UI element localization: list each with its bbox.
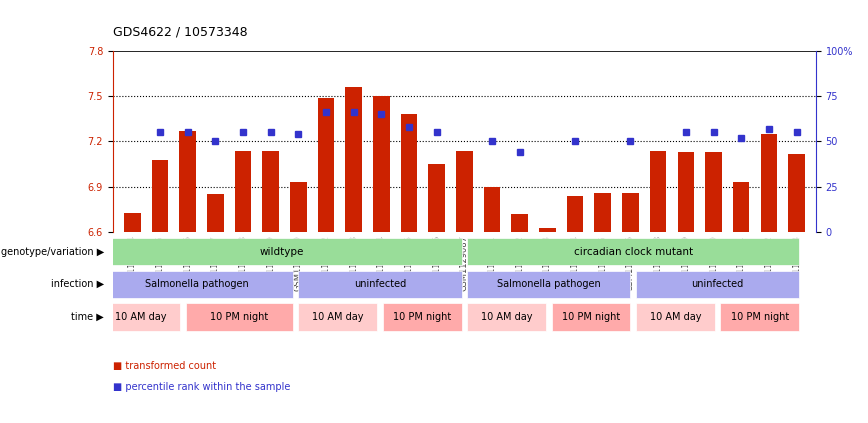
Text: 10 PM night: 10 PM night xyxy=(210,312,268,322)
Text: 10 PM night: 10 PM night xyxy=(731,312,789,322)
Bar xyxy=(290,182,306,232)
FancyBboxPatch shape xyxy=(102,303,181,330)
FancyBboxPatch shape xyxy=(467,303,546,330)
FancyBboxPatch shape xyxy=(467,271,630,298)
Text: uninfected: uninfected xyxy=(354,279,406,289)
Text: 10 PM night: 10 PM night xyxy=(393,312,451,322)
Bar xyxy=(318,98,334,232)
Bar xyxy=(705,152,722,232)
Bar xyxy=(373,96,390,232)
Text: time ▶: time ▶ xyxy=(71,312,104,322)
Text: genotype/variation ▶: genotype/variation ▶ xyxy=(1,247,104,257)
FancyBboxPatch shape xyxy=(186,303,293,330)
FancyBboxPatch shape xyxy=(720,303,799,330)
FancyBboxPatch shape xyxy=(551,303,630,330)
Bar xyxy=(124,213,141,232)
FancyBboxPatch shape xyxy=(636,303,714,330)
Bar xyxy=(511,214,528,232)
Bar xyxy=(678,152,694,232)
Text: ■ percentile rank within the sample: ■ percentile rank within the sample xyxy=(113,382,290,392)
Bar xyxy=(262,151,279,232)
Bar xyxy=(429,164,445,232)
Bar xyxy=(650,151,667,232)
Bar xyxy=(595,193,611,232)
Bar xyxy=(622,193,639,232)
Text: 10 PM night: 10 PM night xyxy=(562,312,620,322)
Bar xyxy=(483,187,500,232)
Text: 10 AM day: 10 AM day xyxy=(649,312,701,322)
Text: ■ transformed count: ■ transformed count xyxy=(113,361,216,371)
Bar xyxy=(401,114,418,232)
FancyBboxPatch shape xyxy=(299,303,378,330)
FancyBboxPatch shape xyxy=(102,271,293,298)
Bar xyxy=(234,151,251,232)
Text: infection ▶: infection ▶ xyxy=(51,279,104,289)
FancyBboxPatch shape xyxy=(636,271,799,298)
Text: wildtype: wildtype xyxy=(260,247,304,257)
FancyBboxPatch shape xyxy=(467,238,799,265)
Text: Salmonella pathogen: Salmonella pathogen xyxy=(496,279,601,289)
FancyBboxPatch shape xyxy=(299,271,462,298)
FancyBboxPatch shape xyxy=(102,238,462,265)
Bar xyxy=(180,131,196,232)
Bar xyxy=(207,195,224,232)
Bar xyxy=(539,228,556,232)
Text: 10 AM day: 10 AM day xyxy=(481,312,532,322)
Bar xyxy=(788,154,805,232)
FancyBboxPatch shape xyxy=(383,303,462,330)
Bar xyxy=(567,196,583,232)
Text: 10 AM day: 10 AM day xyxy=(312,312,364,322)
Bar xyxy=(456,151,473,232)
Text: GDS4622 / 10573348: GDS4622 / 10573348 xyxy=(113,25,247,38)
Bar xyxy=(733,182,749,232)
Bar xyxy=(152,159,168,232)
Bar xyxy=(345,87,362,232)
Text: 10 AM day: 10 AM day xyxy=(115,312,167,322)
Text: uninfected: uninfected xyxy=(692,279,744,289)
Text: circadian clock mutant: circadian clock mutant xyxy=(574,247,693,257)
Text: Salmonella pathogen: Salmonella pathogen xyxy=(145,279,249,289)
Bar xyxy=(760,134,777,232)
